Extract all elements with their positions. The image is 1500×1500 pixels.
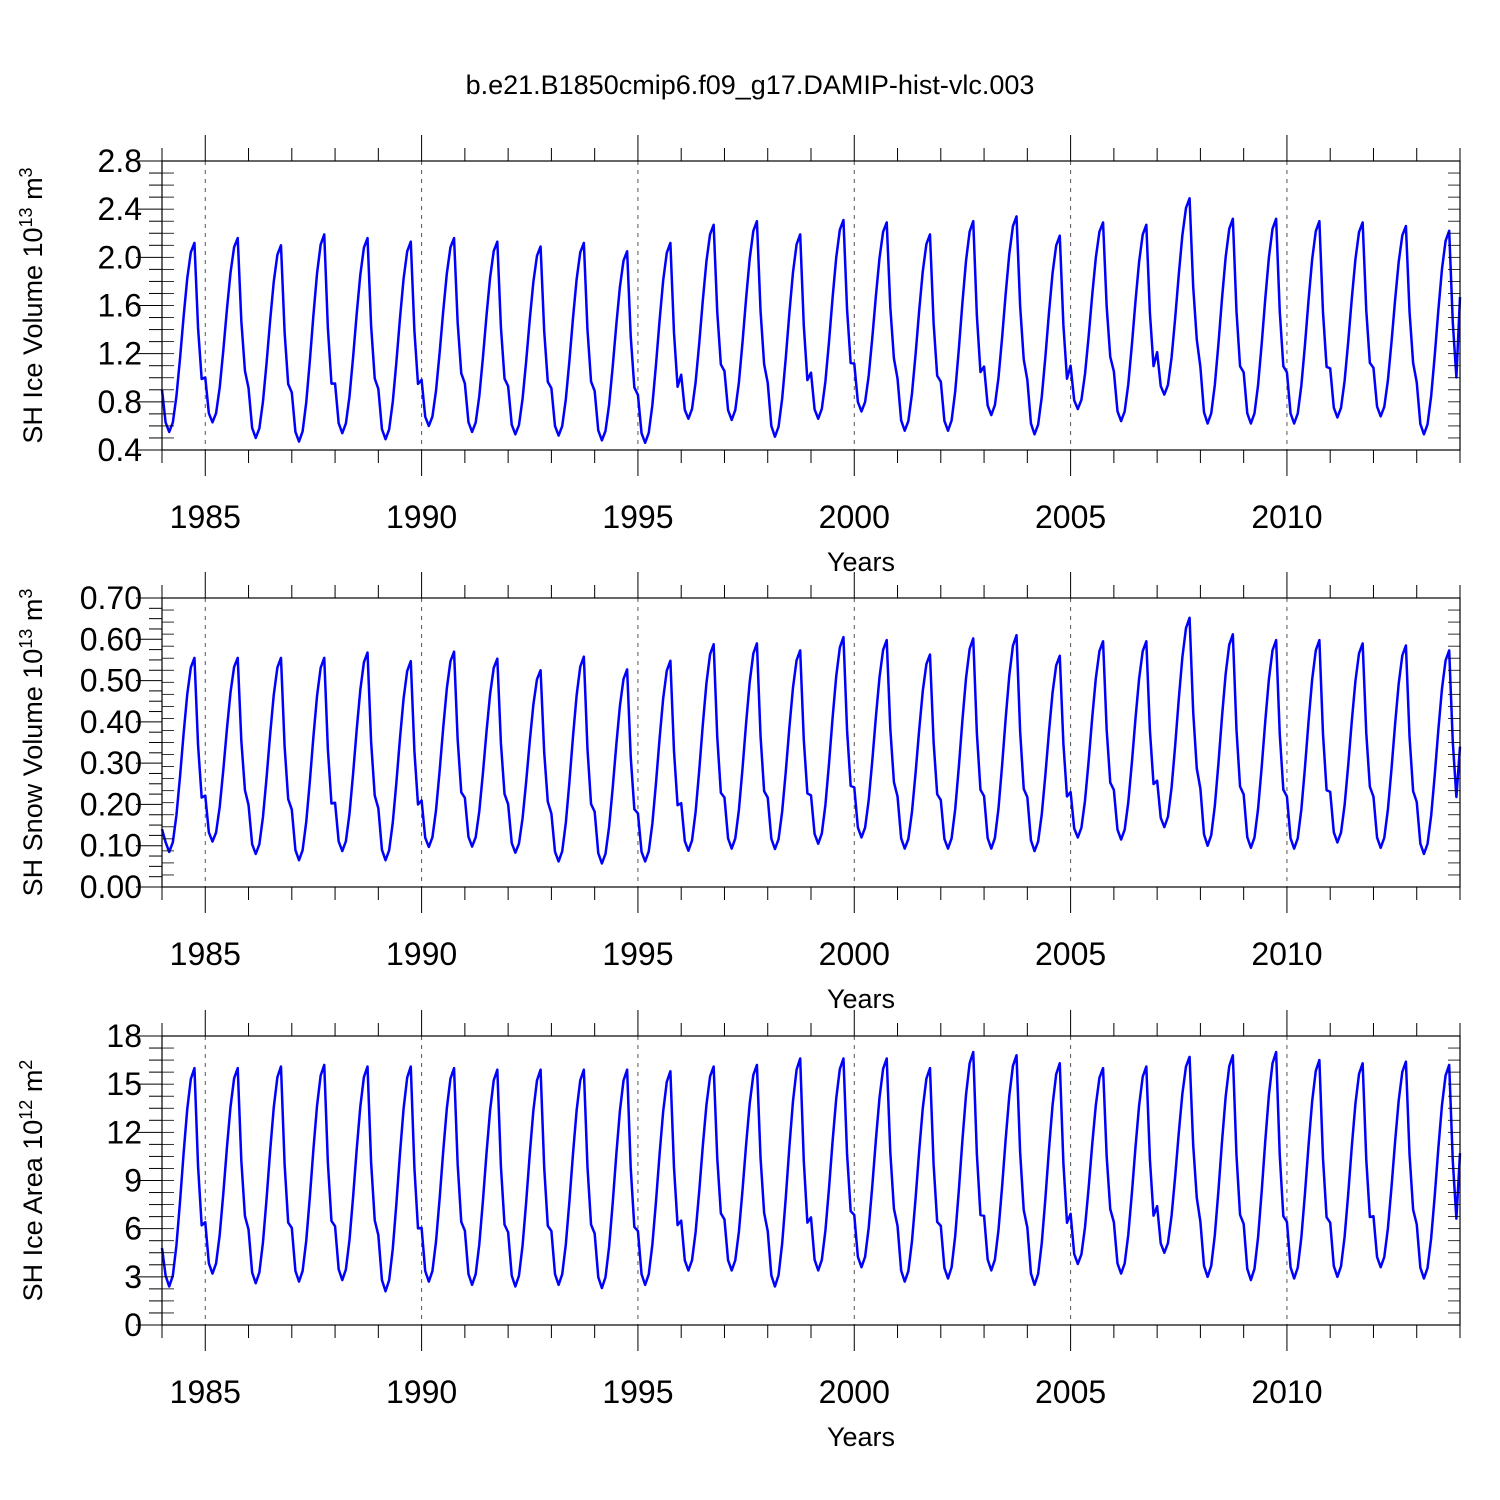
series-line xyxy=(160,616,1462,865)
y-tick-label: 0.40 xyxy=(80,704,142,740)
x-tick-label: 2000 xyxy=(819,499,890,535)
y-axis-title-ylabel-exp: 12 xyxy=(16,1100,36,1120)
y-tick-label: 0.10 xyxy=(80,828,142,864)
y-tick-label: 0.50 xyxy=(80,663,142,699)
x-tick-label: 1995 xyxy=(602,936,673,972)
x-tick-label: 1990 xyxy=(386,936,457,972)
y-tick-label: 3 xyxy=(124,1259,142,1295)
panel-snow-volume: 1985 1990 1995 2000 2005 2010 Years 0.00 0.10 0.2… xyxy=(16,572,1462,1014)
y-tick-label: 15 xyxy=(106,1066,142,1102)
y-axis-title-ylabel: SH Snow Volume 10 xyxy=(18,649,48,897)
x-tick-label: 1985 xyxy=(170,499,241,535)
x-tick-label: 1990 xyxy=(386,1374,457,1410)
x-tick-label: 2010 xyxy=(1251,936,1322,972)
y-axis-title-ylabel-unit: m xyxy=(18,599,48,629)
y-tick-label: 0.4 xyxy=(98,432,142,468)
plot-frame xyxy=(161,1035,1461,1326)
y-tick-label: 0 xyxy=(124,1307,142,1343)
y-tick-label: 18 xyxy=(106,1018,142,1054)
y-tick-label: 1.2 xyxy=(98,336,142,372)
x-tick-label: 1985 xyxy=(170,936,241,972)
x-axis-title: Years xyxy=(827,984,895,1014)
y-tick-label: 0.20 xyxy=(80,786,142,822)
series-line xyxy=(160,197,1462,445)
x-tick-label: 2000 xyxy=(819,1374,890,1410)
y-tick-label: 0.30 xyxy=(80,745,142,781)
x-axis-title: Years xyxy=(827,547,895,577)
x-axis-title: Years xyxy=(827,1422,895,1452)
y-axis-title-ylabel: SH Ice Volume 10 xyxy=(18,227,48,443)
x-tick-label: 2005 xyxy=(1035,1374,1106,1410)
y-axis-title-ylabel-unit-exp: 3 xyxy=(16,167,36,177)
figure-title: b.e21.B1850cmip6.f09_g17.DAMIP-hist-vlc.… xyxy=(465,70,1035,100)
y-axis-title: SH Ice Volume 1013 m3 xyxy=(16,167,48,443)
x-tick-label: 1985 xyxy=(170,1374,241,1410)
y-axis-title-ylabel-exp: 13 xyxy=(16,629,36,649)
y-tick-label: 12 xyxy=(106,1114,142,1150)
y-axis-title: SH Snow Volume 1013 m3 xyxy=(16,589,48,897)
x-tick-label: 2005 xyxy=(1035,499,1106,535)
y-axis-title-ylabel: SH Ice Area 10 xyxy=(18,1120,48,1302)
y-tick-label: 0.00 xyxy=(80,869,142,905)
y-tick-label: 6 xyxy=(124,1211,142,1247)
y-tick-label: 0.8 xyxy=(98,384,142,420)
y-tick-label: 2.8 xyxy=(98,143,142,179)
panel-ice-volume: 1985 1990 1995 2000 2005 2010 Years 0.4 0.8 1.2 1.… xyxy=(16,135,1462,577)
y-axis-title-ylabel-unit-exp: 2 xyxy=(16,1060,36,1070)
y-axis-title: SH Ice Area 1012 m2 xyxy=(16,1060,48,1302)
y-tick-label: 2.0 xyxy=(98,239,142,275)
x-tick-label: 2010 xyxy=(1251,1374,1322,1410)
x-tick-label: 2010 xyxy=(1251,499,1322,535)
x-tick-label: 1990 xyxy=(386,499,457,535)
x-tick-label: 1995 xyxy=(602,499,673,535)
y-axis-title-ylabel-unit: m xyxy=(18,1070,48,1100)
x-tick-label: 2005 xyxy=(1035,936,1106,972)
y-tick-label: 1.6 xyxy=(98,288,142,324)
x-tick-label: 1995 xyxy=(602,1374,673,1410)
series-line xyxy=(160,1050,1462,1293)
x-tick-label: 2000 xyxy=(819,936,890,972)
y-tick-label: 2.4 xyxy=(98,191,142,227)
y-axis-title-ylabel-exp: 13 xyxy=(16,207,36,227)
y-tick-label: 0.70 xyxy=(80,580,142,616)
y-axis-title-ylabel-unit-exp: 3 xyxy=(16,589,36,599)
y-tick-label: 9 xyxy=(124,1163,142,1199)
y-tick-label: 0.60 xyxy=(80,621,142,657)
panel-ice-area: 1985 1990 1995 2000 2005 2010 Years 0 3 6 9 12 15 18 S… xyxy=(16,1010,1462,1452)
y-axis-title-ylabel-unit: m xyxy=(18,177,48,207)
